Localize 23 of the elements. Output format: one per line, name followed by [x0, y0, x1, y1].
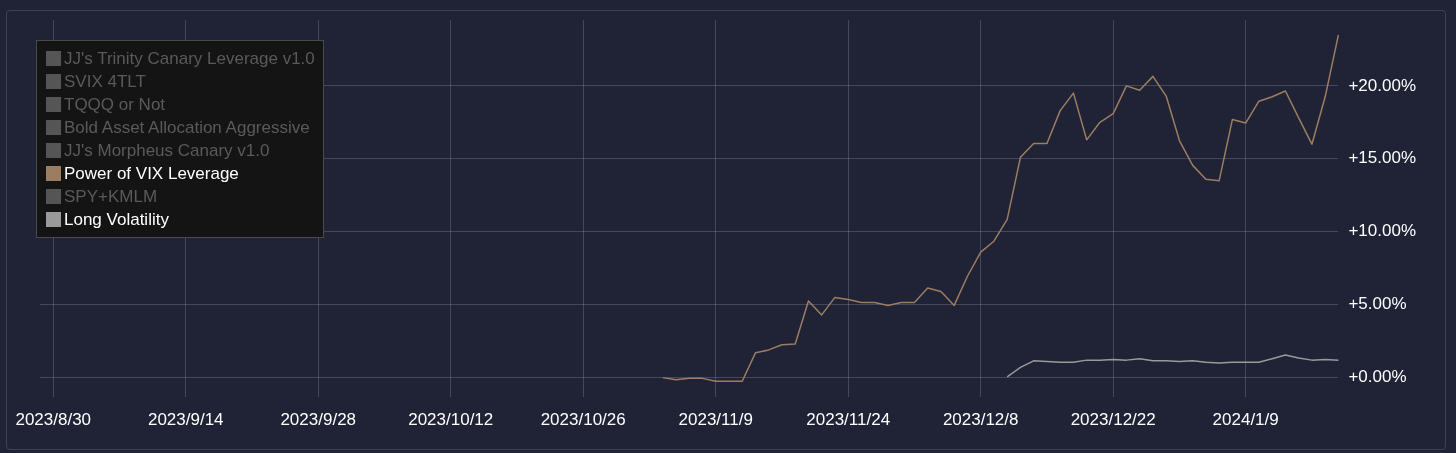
legend-label: Power of VIX Leverage [64, 163, 239, 185]
x-tick-label: 2023/8/30 [15, 410, 92, 430]
x-tick-label: 2023/9/14 [147, 410, 224, 430]
x-tick-label: 2023/10/12 [408, 410, 494, 430]
legend-label: SPY+KMLM [64, 186, 158, 208]
x-tick-label: 2023/12/8 [942, 410, 1019, 430]
y-tick-label: +5.00% [1348, 294, 1407, 314]
legend-label: TQQQ or Not [64, 94, 166, 116]
legend-label: Long Volatility [64, 209, 169, 231]
legend-label: Bold Asset Allocation Aggressive [64, 117, 310, 139]
x-tick-label: 2023/9/28 [280, 410, 357, 430]
x-tick-label: 2023/11/9 [678, 410, 753, 430]
legend-label: JJ's Trinity Canary Leverage v1.0 [64, 48, 315, 70]
y-tick-label: +10.00% [1348, 221, 1417, 241]
x-tick-label: 2023/11/24 [806, 410, 891, 430]
legend-label: SVIX 4TLT [64, 71, 146, 93]
y-tick-label: +15.00% [1348, 148, 1417, 168]
x-tick-label: 2023/12/22 [1070, 410, 1156, 430]
y-tick-label: +0.00% [1348, 367, 1407, 387]
x-tick-label: 2023/10/26 [540, 410, 626, 430]
x-tick-label: 2024/1/9 [1212, 410, 1279, 430]
y-tick-label: +20.00% [1348, 75, 1417, 95]
legend-label: JJ's Morpheus Canary v1.0 [64, 140, 270, 162]
